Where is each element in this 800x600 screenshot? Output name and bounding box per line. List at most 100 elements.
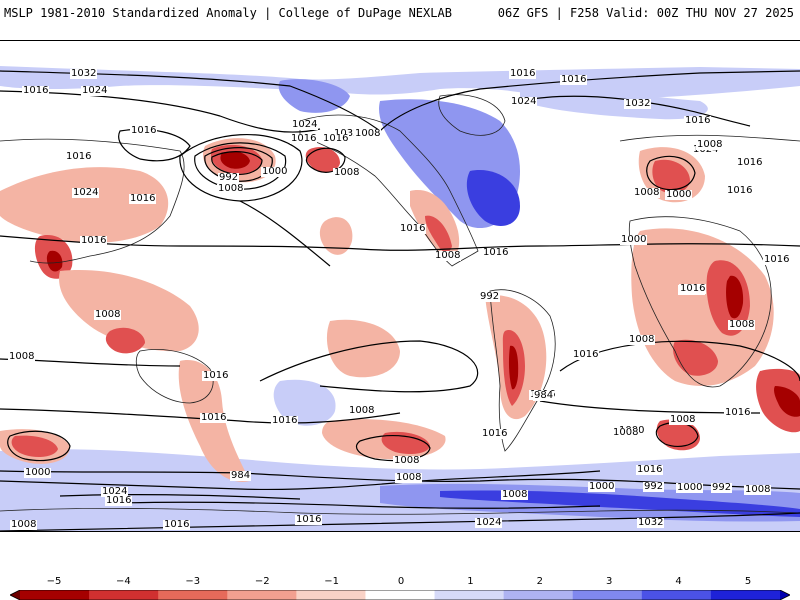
isobar-label: 1008 bbox=[669, 414, 697, 425]
colorbar-segment bbox=[365, 590, 436, 600]
isobar-label: 1016 bbox=[763, 254, 791, 265]
isobar-label: 1008 bbox=[8, 351, 36, 362]
colorbar-tick-label: 0 bbox=[397, 576, 405, 587]
isobar-label: 1008 bbox=[354, 128, 382, 139]
isobar-label: 1016 bbox=[736, 157, 764, 168]
australia-outline bbox=[135, 349, 214, 404]
isobar-label: 1016 bbox=[202, 370, 230, 381]
isobar-label: 1008 bbox=[333, 167, 361, 178]
colorbar-tick-label: 1 bbox=[467, 576, 474, 587]
isobar-label: 1016 bbox=[129, 193, 157, 204]
isobar-label: 1016 bbox=[295, 514, 323, 525]
header-left-title: MSLP 1981-2010 Standardized Anomaly | Co… bbox=[4, 6, 452, 20]
isobar-label: 1008 bbox=[393, 455, 421, 466]
colorbar-tick-label: −5 bbox=[46, 576, 62, 587]
isobar-label: 1016 bbox=[271, 415, 299, 426]
isobar-label: 1008 bbox=[696, 139, 724, 150]
greenland-outline bbox=[438, 94, 506, 136]
isobar-label: 1024 bbox=[510, 96, 538, 107]
africa-outline bbox=[628, 216, 772, 388]
isobar-1016-sh-pacific bbox=[259, 340, 479, 393]
isobar-label: 1008 bbox=[395, 472, 423, 483]
isobar-label: 1016 bbox=[726, 185, 754, 196]
colorbar-segment bbox=[227, 590, 297, 600]
isobar-label: 984 bbox=[230, 470, 252, 481]
colorbar-extend-low bbox=[10, 590, 20, 600]
colorbar-segment bbox=[641, 590, 712, 600]
colorbar bbox=[10, 590, 790, 600]
isobar-label: 1016 bbox=[560, 74, 588, 85]
negative-anomaly-mexico-core bbox=[425, 215, 452, 253]
isobar-1008-antarctic bbox=[0, 512, 800, 531]
isobar-label: 1016 bbox=[200, 412, 228, 423]
positive-anomaly-regions bbox=[0, 66, 800, 531]
isobar-label: 1000 bbox=[588, 481, 616, 492]
negative-anomaly-sw-indian-core bbox=[11, 435, 58, 457]
isobar-label: 1016 bbox=[290, 133, 318, 144]
isobar-label: 1016 bbox=[65, 151, 93, 162]
negative-anomaly-aleutian bbox=[305, 146, 340, 173]
isobar-label: 1016 bbox=[399, 223, 427, 234]
isobar-label: 1016 bbox=[163, 519, 191, 530]
isobar-label: 1016 bbox=[481, 428, 509, 439]
negative-anomaly-asia-peak bbox=[46, 250, 63, 272]
isobar-label: 1008 bbox=[10, 519, 38, 530]
colorbar-segment bbox=[296, 590, 366, 600]
isobar-label: 992 bbox=[643, 481, 665, 492]
isobar-1024-antarctic bbox=[59, 493, 301, 500]
isobar-label: 1016 bbox=[684, 115, 712, 126]
isobar-992-southern bbox=[0, 470, 601, 491]
isobar-1016-antarctic bbox=[119, 501, 601, 509]
negative-anomaly-europe-core bbox=[652, 159, 690, 194]
south-america-outline bbox=[489, 289, 556, 452]
isobar-label: 992 bbox=[218, 172, 240, 183]
isobar-1016-tropics-east bbox=[359, 243, 800, 251]
isobar-1000-southern bbox=[0, 470, 800, 490]
isobar-label: 1008 bbox=[628, 334, 656, 345]
isobar-label: 1016 bbox=[105, 495, 133, 506]
isobar-label: 1032 bbox=[624, 98, 652, 109]
isobar-1000-sw-low bbox=[7, 430, 71, 462]
isobar-label: 1016 bbox=[636, 464, 664, 475]
negative-anomaly-asia bbox=[0, 167, 169, 243]
colorbar-tick-label: 5 bbox=[744, 576, 752, 587]
isobar-label: 992 bbox=[479, 291, 501, 302]
isobar-label: 1024 bbox=[101, 486, 129, 497]
isobar-label: 1008 bbox=[434, 250, 462, 261]
colorbar-segment bbox=[20, 590, 90, 600]
anomaly-map bbox=[0, 40, 800, 532]
isobar-label: 1000 bbox=[665, 189, 693, 200]
colorbar-tick-label: −1 bbox=[324, 576, 339, 587]
negative-anomaly-east-africa-peak bbox=[726, 275, 744, 319]
negative-anomaly-africa bbox=[631, 228, 774, 386]
colorbar-tick-label: 3 bbox=[606, 576, 613, 587]
colorbar-segment bbox=[434, 590, 505, 600]
colorbar-segment bbox=[89, 590, 159, 600]
isobar-label: 992 bbox=[711, 482, 733, 493]
isobar-label: 1016 bbox=[509, 68, 537, 79]
isobar-label: 1016 bbox=[130, 125, 158, 136]
negative-anomaly-south-indian bbox=[656, 419, 700, 451]
isobar-label: 1024 bbox=[291, 119, 319, 130]
isobar-label: 1016 bbox=[724, 407, 752, 418]
europe-asia-outline bbox=[0, 134, 800, 264]
isobar-label: 1000 bbox=[620, 234, 648, 245]
isobar-label: 1008 bbox=[728, 319, 756, 330]
colorbar-segment bbox=[710, 590, 781, 600]
isobar-label: 1032 bbox=[70, 68, 98, 79]
negative-anomaly-north-pacific-peak bbox=[220, 151, 250, 169]
isobar-label: 1016 bbox=[572, 349, 600, 360]
negative-anomaly-indian-ocean-core bbox=[774, 386, 800, 417]
isobar-label: 984 bbox=[533, 390, 555, 401]
isobar-label: 1024 bbox=[72, 187, 100, 198]
positive-anomaly-nw-atlantic bbox=[466, 170, 520, 226]
isobar-label: 1016 bbox=[80, 235, 108, 246]
isobar-1016-tropics-west bbox=[0, 235, 361, 250]
isobar-1008-europe-low bbox=[646, 155, 696, 191]
isobar-1016-arctic bbox=[0, 90, 321, 133]
isobar-label: 1008 bbox=[612, 427, 640, 438]
colorbar-segment bbox=[158, 590, 228, 600]
negative-anomaly-ne-pacific bbox=[319, 217, 353, 255]
isobar-label: 1016 bbox=[322, 133, 350, 144]
isobar-label: 1032 bbox=[637, 517, 665, 528]
